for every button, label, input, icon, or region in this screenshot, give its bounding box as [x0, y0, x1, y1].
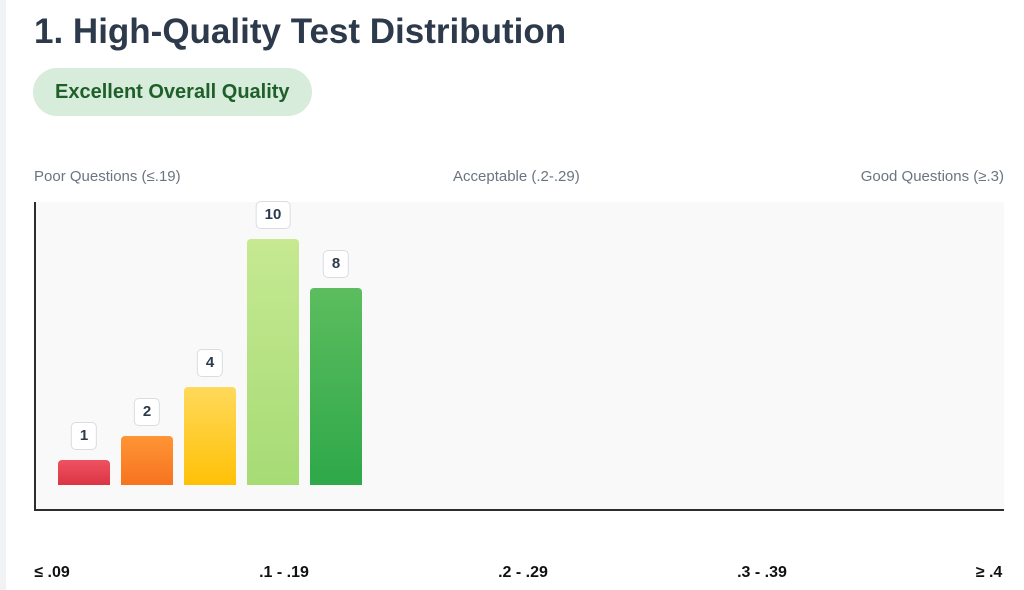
- zone-label-good: Good Questions (≥.3): [860, 168, 1004, 185]
- zone-label-poor: Poor Questions (≤.19): [34, 168, 181, 185]
- bar-value-label-2: 2: [133, 398, 161, 426]
- page-title: 1. High-Quality Test Distribution: [34, 12, 567, 51]
- quality-badge: Excellent Overall Quality: [33, 68, 312, 116]
- x-tick-label-2: .1 - .19: [259, 564, 309, 581]
- bar-3: [184, 387, 236, 485]
- x-tick-label-1: ≤ .09: [34, 564, 70, 581]
- bar-2: [121, 436, 173, 485]
- bar-1: [58, 460, 110, 485]
- x-tick-label-3: .2 - .29: [498, 564, 548, 581]
- left-rule: [0, 0, 6, 590]
- plot-area: 1 2 4 10 8: [34, 201, 1004, 511]
- x-tick-label-5: ≥ .4: [975, 564, 1003, 581]
- bar-4: [247, 239, 299, 485]
- bar-value-label-4: 10: [255, 201, 291, 229]
- zone-label-acceptable: Acceptable (.2-.29): [453, 168, 580, 185]
- bar-value-label-1: 1: [70, 422, 98, 450]
- bar-value-label-5: 8: [322, 250, 350, 278]
- bar-value-label-3: 4: [196, 349, 224, 377]
- x-tick-label-4: .3 - .39: [737, 564, 787, 581]
- bar-5: [310, 288, 362, 485]
